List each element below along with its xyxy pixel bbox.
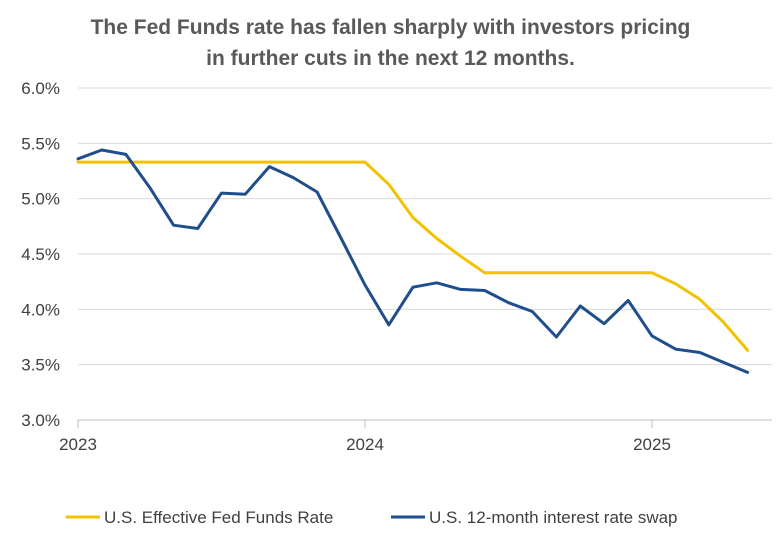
y-tick-label: 4.0% [21,300,60,319]
y-tick-label: 3.5% [21,356,60,375]
chart-title: The Fed Funds rate has fallen sharply wi… [0,12,781,74]
series-line-fed-funds-rate [76,160,750,352]
legend-label-interest-rate-swap: U.S. 12-month interest rate swap [429,508,678,527]
y-tick-label: 4.5% [21,245,60,264]
axes: 3.0% 3.5% 4.0% 4.5% 5.0% 5.5% 6.0% 2023 2024 2025 [21,79,772,454]
y-tick-label: 6.0% [21,79,60,98]
y-tick-label: 3.0% [21,411,60,430]
legend: U.S. Effective Fed Funds Rate U.S. 12-mon… [66,508,678,527]
y-tick-label: 5.5% [21,134,60,153]
series-lines [76,148,750,374]
legend-label-fed-funds-rate: U.S. Effective Fed Funds Rate [104,508,333,527]
x-tick-label: 2024 [346,435,384,454]
series-line-interest-rate-swap [76,148,750,374]
y-tick-label: 5.0% [21,190,60,209]
gridlines [78,87,772,366]
x-tick-label: 2025 [633,435,671,454]
chart-title-line-1: The Fed Funds rate has fallen sharply wi… [90,16,691,39]
x-tick-label: 2023 [59,435,97,454]
chart-title-line-2: in further cuts in the next 12 months. [206,47,575,70]
